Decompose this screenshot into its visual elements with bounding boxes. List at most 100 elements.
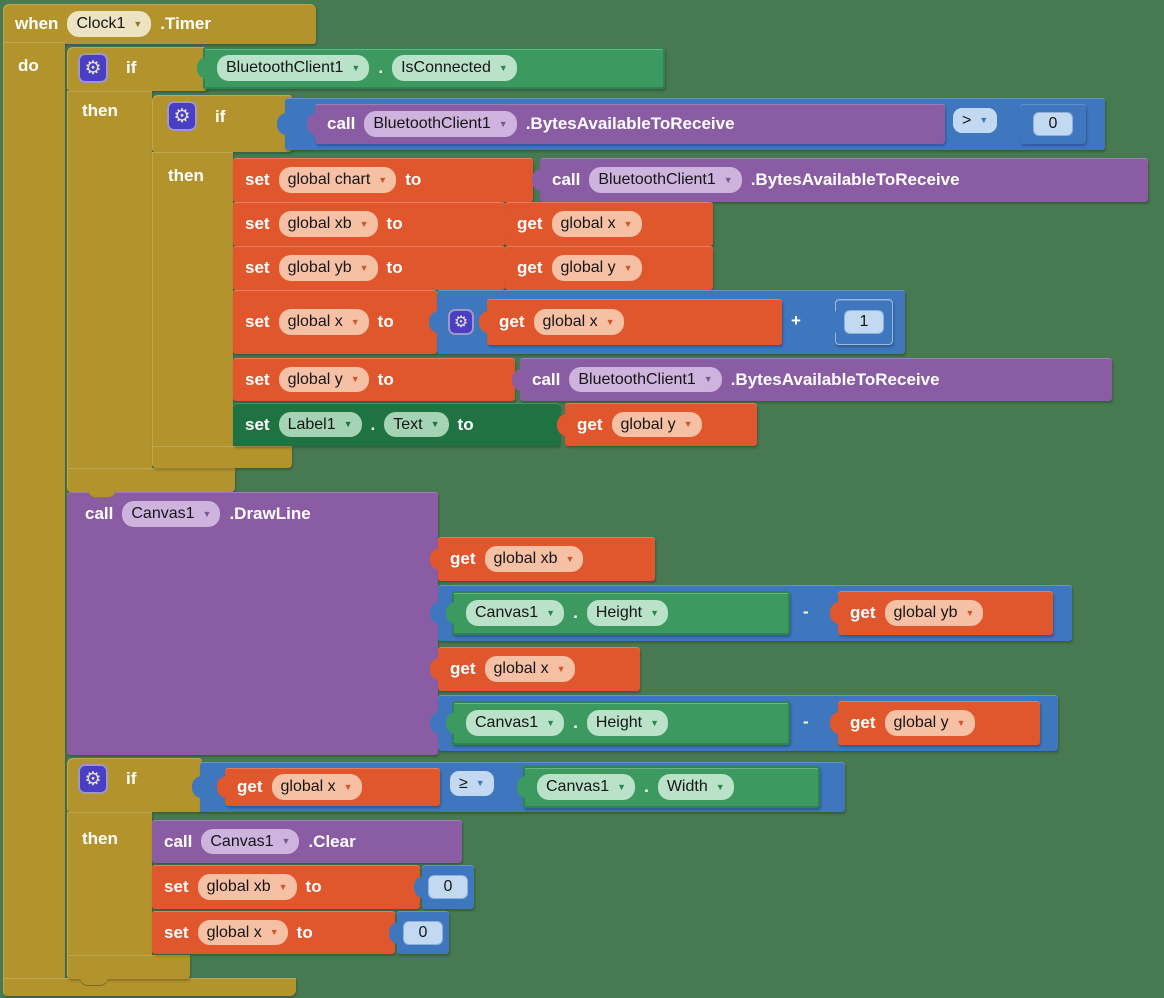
number-value-field[interactable]: 0	[428, 875, 468, 899]
variable-dropdown[interactable]: global x ▼	[278, 309, 369, 335]
get-global-y-block[interactable]: get global y ▼	[497, 246, 713, 290]
comparison-operator-dropdown[interactable]: > ▼	[953, 108, 998, 134]
if2-bottom-bar[interactable]	[152, 446, 292, 468]
dropdown-arrow-icon: ▼	[979, 115, 989, 126]
variable-dropdown[interactable]: global x ▼	[484, 656, 575, 682]
number-value-field[interactable]: 0	[403, 920, 443, 945]
set-global-xb-block[interactable]: set global xb ▼ to	[152, 865, 420, 909]
bytes-available-call-block[interactable]: call BluetoothClient1 ▼ .BytesAvailableT…	[512, 358, 1112, 401]
variable-dropdown[interactable]: global yb ▼	[278, 255, 378, 281]
property-dropdown[interactable]: Height ▼	[586, 600, 668, 626]
canvas-height-getter-block[interactable]: Canvas1 ▼ . Height ▼	[446, 701, 790, 745]
canvas-component-dropdown[interactable]: Canvas1 ▼	[466, 710, 565, 736]
get-global-x-block[interactable]: get global x ▼	[217, 768, 440, 806]
get-global-x-block[interactable]: get global x ▼	[497, 202, 713, 246]
number-value-field[interactable]: 0	[1033, 112, 1073, 136]
get-global-xb-block[interactable]: get global xb ▼	[430, 537, 655, 581]
get-global-yb-block[interactable]: get global yb ▼	[830, 591, 1053, 635]
when-event-block-header[interactable]: when Clock1 ▼ .Timer	[3, 4, 316, 44]
mutator-gear-button[interactable]: ⚙	[448, 309, 474, 335]
addition-math-block[interactable]: ⚙ get global x ▼ + 1	[429, 290, 905, 354]
dropdown-arrow-icon: ▼	[343, 781, 353, 792]
set-global-y-block[interactable]: set global y ▼ to	[233, 358, 515, 401]
variable-dropdown[interactable]: global x ▼	[551, 211, 642, 237]
set-global-yb-block[interactable]: set global yb ▼ to	[233, 246, 505, 290]
get-global-y-block[interactable]: get global y ▼	[557, 403, 757, 446]
set-label-text-block[interactable]: set Label1 ▼ . Text ▼ to	[233, 403, 560, 446]
label-component-dropdown[interactable]: Label1 ▼	[278, 411, 362, 438]
get-global-y-block[interactable]: get global y ▼	[830, 701, 1040, 745]
canvas-component-dropdown[interactable]: Canvas1 ▼	[201, 828, 300, 855]
clock-component-dropdown[interactable]: Clock1 ▼	[67, 11, 152, 37]
when-block-left-bar[interactable]	[3, 42, 65, 980]
dropdown-arrow-icon: ▼	[715, 781, 725, 792]
variable-dropdown[interactable]: global xb ▼	[278, 211, 378, 237]
variable-dropdown[interactable]: global x ▼	[197, 919, 288, 946]
set-keyword: set	[245, 258, 270, 277]
set-global-xb-block[interactable]: set global xb ▼ to	[233, 202, 505, 246]
variable-dropdown[interactable]: global y ▼	[278, 366, 369, 393]
connector-bump	[88, 490, 116, 498]
set-keyword: set	[245, 214, 270, 233]
canvas-component-dropdown[interactable]: Canvas1 ▼	[537, 774, 636, 800]
method-name: .Clear	[308, 831, 356, 851]
bluetooth-component-dropdown[interactable]: BluetoothClient1 ▼	[569, 366, 722, 393]
set-global-x-block[interactable]: set global x ▼ to	[152, 911, 395, 954]
bluetooth-component-dropdown[interactable]: BluetoothClient1 ▼	[364, 111, 517, 137]
variable-dropdown[interactable]: global y ▼	[611, 411, 702, 438]
property-dropdown[interactable]: IsConnected ▼	[392, 55, 517, 81]
number-block[interactable]: 0	[414, 865, 474, 909]
bytes-available-call-block[interactable]: call BluetoothClient1 ▼ .BytesAvailableT…	[532, 158, 1148, 202]
dropdown-arrow-icon: ▼	[281, 836, 291, 846]
set-global-chart-block[interactable]: set global chart ▼ to	[233, 158, 533, 202]
mutator-gear-button[interactable]: ⚙	[78, 53, 108, 83]
if3-left-bar[interactable]	[67, 812, 152, 958]
variable-dropdown[interactable]: global x ▼	[533, 309, 624, 335]
property-dropdown[interactable]: Text ▼	[384, 411, 449, 438]
number-block[interactable]: 0	[389, 911, 449, 954]
property-dropdown[interactable]: Height ▼	[586, 710, 668, 736]
drawline-call-block[interactable]: call Canvas1 ▼ .DrawLine x1 y1 x2 y2	[67, 492, 475, 755]
greater-than-comparison-block[interactable]: call BluetoothClient1 ▼ .BytesAvailableT…	[277, 98, 1105, 150]
if1-bottom-bar[interactable]	[67, 468, 235, 492]
get-global-x-block[interactable]: get global x ▼	[430, 647, 640, 691]
mutator-gear-button[interactable]: ⚙	[78, 764, 108, 794]
mutator-gear-button[interactable]: ⚙	[167, 101, 197, 131]
subtraction-math-block[interactable]: Canvas1 ▼ . Height ▼ - get global yb ▼	[430, 585, 1072, 641]
when-block-bottom-bar[interactable]	[3, 978, 296, 996]
get-global-x-block[interactable]: get global x ▼	[479, 299, 782, 345]
canvas-component-dropdown[interactable]: Canvas1 ▼	[466, 600, 565, 626]
bluetooth-component-dropdown[interactable]: BluetoothClient1 ▼	[589, 167, 742, 193]
canvas-component-dropdown[interactable]: Canvas1 ▼	[122, 501, 221, 527]
set-global-x-block[interactable]: set global x ▼ to	[233, 290, 437, 354]
variable-dropdown[interactable]: global yb ▼	[884, 600, 984, 626]
isconnected-getter-block[interactable]: BluetoothClient1 ▼ . IsConnected ▼	[197, 47, 665, 89]
gte-comparison-block[interactable]: get global x ▼ ≥ ▼ Canvas1 ▼ . Width ▼	[192, 762, 845, 812]
if3-bottom-bar[interactable]	[67, 955, 190, 979]
variable-dropdown[interactable]: global chart ▼	[278, 167, 397, 193]
variable-name: global xb	[206, 878, 271, 896]
if1-left-bar[interactable]	[67, 91, 152, 468]
variable-name: global x	[560, 215, 616, 233]
variable-dropdown[interactable]: global y ▼	[551, 255, 642, 281]
variable-dropdown[interactable]: global y ▼	[884, 710, 975, 736]
number-value-field[interactable]: 1	[844, 310, 884, 334]
get-keyword: get	[850, 603, 876, 622]
method-name: .BytesAvailableToReceive	[525, 114, 735, 133]
bluetooth-component-dropdown[interactable]: BluetoothClient1 ▼	[217, 55, 370, 81]
bytes-available-call-block[interactable]: call BluetoothClient1 ▼ .BytesAvailableT…	[307, 104, 945, 144]
variable-dropdown[interactable]: global xb ▼	[484, 546, 584, 572]
property-dropdown[interactable]: Width ▼	[657, 774, 734, 800]
canvas-height-getter-block[interactable]: Canvas1 ▼ . Height ▼	[446, 591, 790, 635]
comparison-operator-dropdown[interactable]: ≥ ▼	[450, 771, 494, 797]
subtraction-math-block[interactable]: Canvas1 ▼ . Height ▼ - get global y ▼	[430, 695, 1058, 751]
number-block[interactable]: 0	[1012, 104, 1086, 144]
variable-dropdown[interactable]: global xb ▼	[197, 874, 297, 900]
property-name: Height	[595, 604, 643, 622]
variable-dropdown[interactable]: global x ▼	[271, 774, 362, 800]
canvas-clear-call-block[interactable]: call Canvas1 ▼ .Clear	[152, 820, 462, 863]
canvas-width-getter-block[interactable]: Canvas1 ▼ . Width ▼	[517, 766, 820, 808]
if2-left-bar[interactable]	[152, 152, 233, 446]
number-block[interactable]: 1	[828, 299, 893, 345]
